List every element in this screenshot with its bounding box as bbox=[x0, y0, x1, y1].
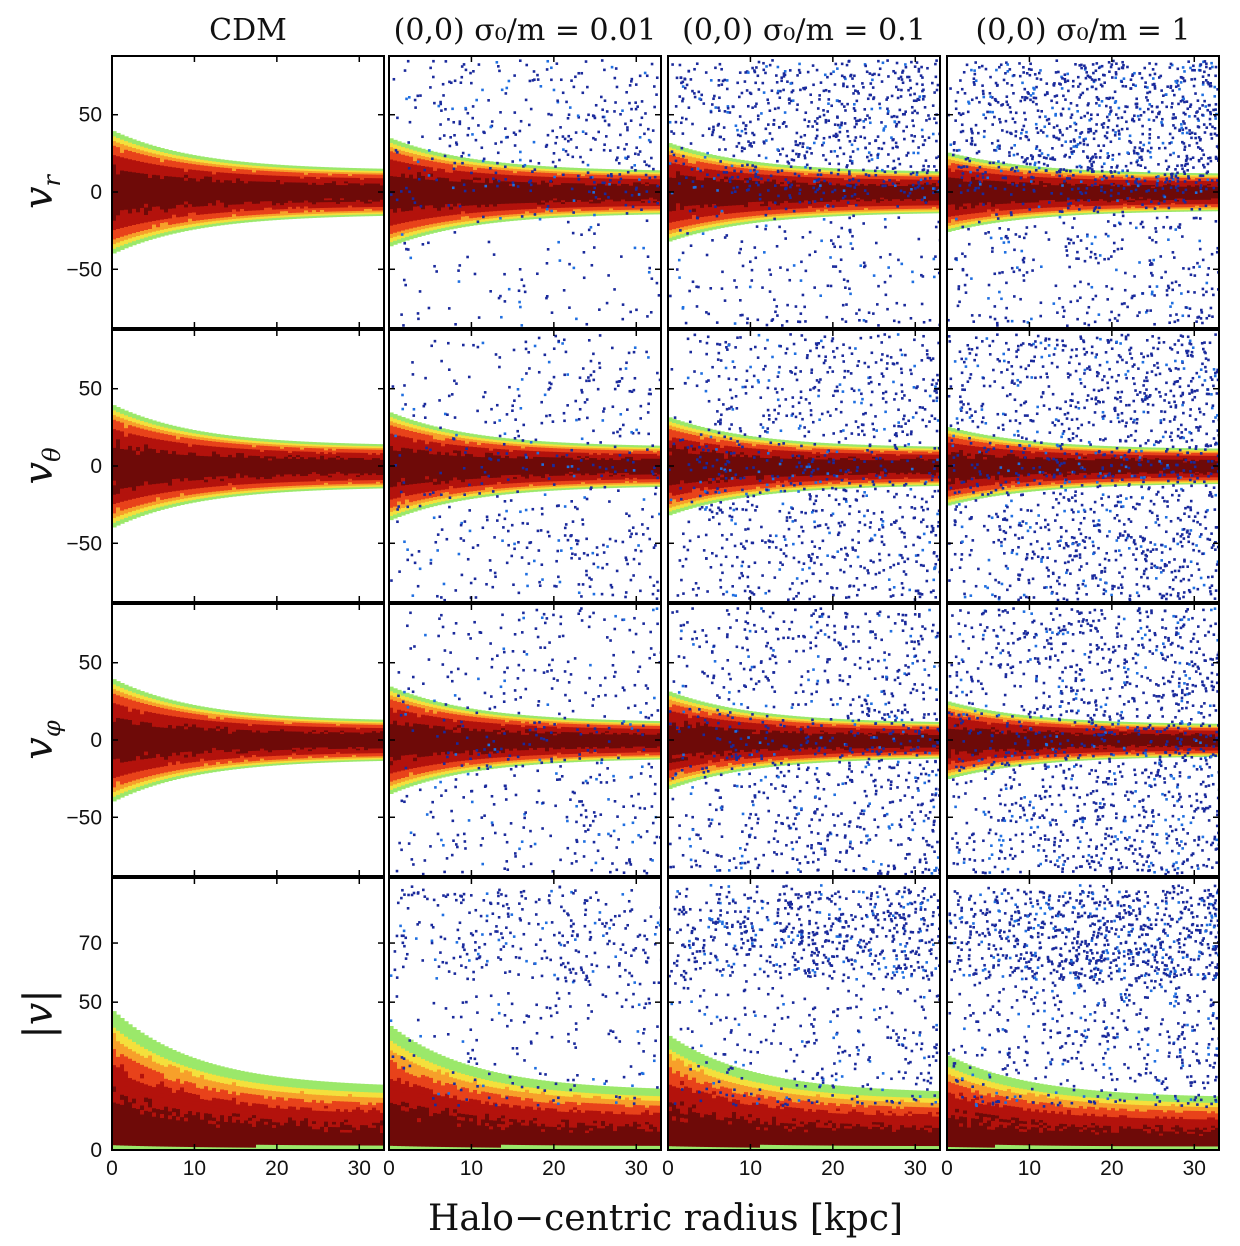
panel-frame bbox=[111, 877, 385, 1151]
y-tick-label: 50 bbox=[79, 652, 102, 675]
heatmap-cells bbox=[112, 1011, 384, 1150]
x-tick-label: 30 bbox=[348, 1157, 371, 1180]
panel-frame bbox=[667, 877, 941, 1151]
row-label-vtheta: vθ bbox=[16, 447, 66, 485]
panel-vr-s001 bbox=[388, 55, 662, 329]
heatmap-cells bbox=[112, 679, 384, 802]
heatmap-cells bbox=[668, 333, 940, 602]
x-tick-label: 20 bbox=[1100, 1157, 1123, 1180]
heatmap-cells bbox=[947, 333, 1219, 602]
y-tick-label: 70 bbox=[79, 932, 102, 955]
x-tick-label: 10 bbox=[739, 1157, 762, 1180]
column-title-s01: (0,0) σ₀/m = 0.1 bbox=[682, 13, 926, 48]
panel-vabs-s1: 0 10 20 30 bbox=[941, 877, 1220, 1180]
heatmap-cells bbox=[668, 59, 940, 327]
panel-vabs-s01: 0 10 20 30 bbox=[662, 877, 941, 1180]
x-tick-label: 10 bbox=[183, 1157, 206, 1180]
y-tick-label: −50 bbox=[66, 532, 102, 555]
panel-frame bbox=[388, 877, 662, 1151]
y-tick-label: 0 bbox=[90, 455, 102, 478]
x-tick-label: 30 bbox=[904, 1157, 927, 1180]
x-tick-label: 30 bbox=[625, 1157, 648, 1180]
x-tick-label: 10 bbox=[460, 1157, 483, 1180]
y-tick-label: 50 bbox=[79, 378, 102, 401]
row-label-vphi: vφ bbox=[16, 720, 66, 760]
y-tick-label: −50 bbox=[66, 806, 102, 829]
x-axis-label: Halo−centric radius [kpc] bbox=[428, 1198, 903, 1239]
y-tick-label: 50 bbox=[79, 104, 102, 127]
column-title-s1: (0,0) σ₀/m = 1 bbox=[975, 13, 1190, 48]
heatmap-cells bbox=[668, 607, 940, 876]
x-tick-label: 30 bbox=[1183, 1157, 1206, 1180]
heatmap-cells bbox=[112, 131, 384, 254]
heatmap-cells bbox=[947, 59, 1219, 328]
panel-vabs-cdm: 0 50 70 0 10 20 30 bbox=[79, 877, 385, 1180]
heatmap-cells bbox=[389, 59, 661, 327]
column-title-cdm: CDM bbox=[209, 13, 287, 48]
heatmap-cells bbox=[947, 607, 1219, 876]
panel-vphi-cdm: −50 0 50 bbox=[66, 603, 385, 877]
x-tick-label: 0 bbox=[106, 1157, 118, 1180]
x-tick-label: 0 bbox=[662, 1157, 674, 1180]
x-tick-label: 20 bbox=[542, 1157, 565, 1180]
heatmap-cells bbox=[947, 884, 1219, 1150]
column-title-s001: (0,0) σ₀/m = 0.01 bbox=[394, 13, 657, 48]
panel-vtheta-s1 bbox=[946, 329, 1220, 603]
heatmap-cells bbox=[389, 334, 661, 602]
panel-vtheta-s01 bbox=[667, 329, 941, 603]
y-tick-label: 0 bbox=[90, 1139, 102, 1162]
y-tick-label: 50 bbox=[79, 991, 102, 1014]
x-tick-label: 10 bbox=[1018, 1157, 1041, 1180]
panel-vtheta-cdm: −50 0 50 bbox=[66, 329, 385, 603]
row-label-vabs: |v| bbox=[16, 989, 62, 1039]
panel-vphi-s01 bbox=[667, 603, 941, 877]
y-tick-label: 0 bbox=[90, 729, 102, 752]
panel-vtheta-s001 bbox=[388, 329, 662, 603]
panel-vphi-s1 bbox=[946, 603, 1220, 877]
row-label-vr: vr bbox=[16, 173, 66, 209]
x-tick-label: 0 bbox=[941, 1157, 953, 1180]
heatmap-cells bbox=[668, 884, 940, 1150]
x-tick-label: 20 bbox=[265, 1157, 288, 1180]
heatmap-cells bbox=[389, 884, 661, 1150]
panel-vr-s01 bbox=[667, 55, 941, 329]
panel-vabs-s001: 0 10 20 30 bbox=[383, 877, 662, 1180]
x-tick-label: 20 bbox=[821, 1157, 844, 1180]
heatmap-cells bbox=[389, 607, 661, 876]
heatmap-cells bbox=[112, 405, 384, 528]
panel-frame bbox=[946, 877, 1220, 1151]
panel-vphi-s001 bbox=[388, 603, 662, 877]
y-tick-label: −50 bbox=[66, 258, 102, 281]
y-tick-label: 0 bbox=[90, 181, 102, 204]
x-tick-label: 0 bbox=[383, 1157, 395, 1180]
panel-vr-s1 bbox=[946, 55, 1220, 329]
panel-vr-cdm: −50 0 50 bbox=[66, 55, 385, 329]
